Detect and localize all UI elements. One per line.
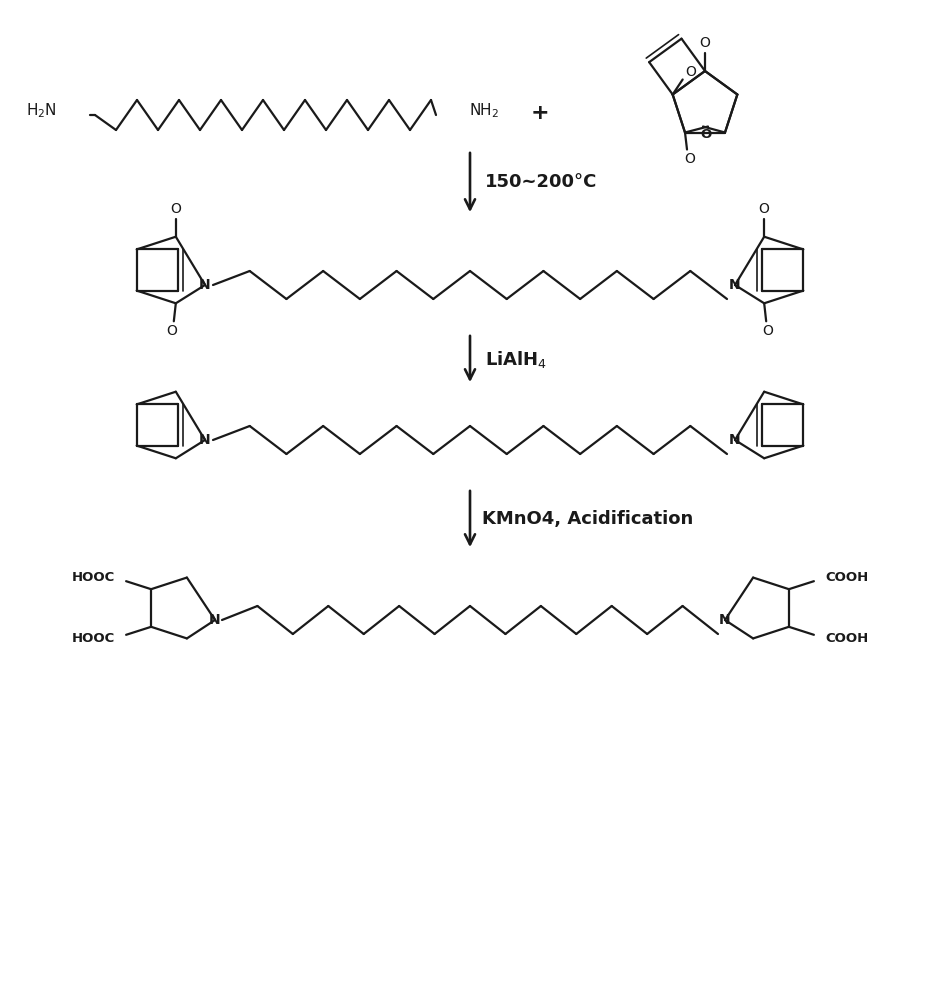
Text: O: O: [167, 324, 177, 338]
Text: O: O: [685, 65, 696, 79]
Text: H$_2$N: H$_2$N: [26, 102, 57, 120]
Text: O: O: [699, 36, 710, 50]
Text: N: N: [729, 278, 741, 292]
Text: N: N: [729, 433, 741, 447]
Text: LiAlH$_4$: LiAlH$_4$: [485, 349, 548, 369]
Text: N: N: [199, 433, 211, 447]
Text: O: O: [170, 202, 182, 216]
Text: HOOC: HOOC: [72, 571, 115, 584]
Text: N: N: [199, 278, 211, 292]
Text: KMnO4, Acidification: KMnO4, Acidification: [482, 510, 694, 528]
Text: COOH: COOH: [825, 571, 869, 584]
Text: O: O: [685, 152, 695, 166]
Text: N: N: [209, 613, 221, 627]
Text: O: O: [763, 324, 774, 338]
Text: HOOC: HOOC: [72, 632, 115, 645]
Text: NH$_2$: NH$_2$: [469, 102, 500, 120]
Text: COOH: COOH: [825, 632, 869, 645]
Text: N: N: [719, 613, 731, 627]
Text: 150~200°C: 150~200°C: [485, 173, 598, 191]
Text: O: O: [758, 202, 770, 216]
Text: O: O: [700, 128, 711, 141]
Text: +: +: [531, 103, 550, 123]
